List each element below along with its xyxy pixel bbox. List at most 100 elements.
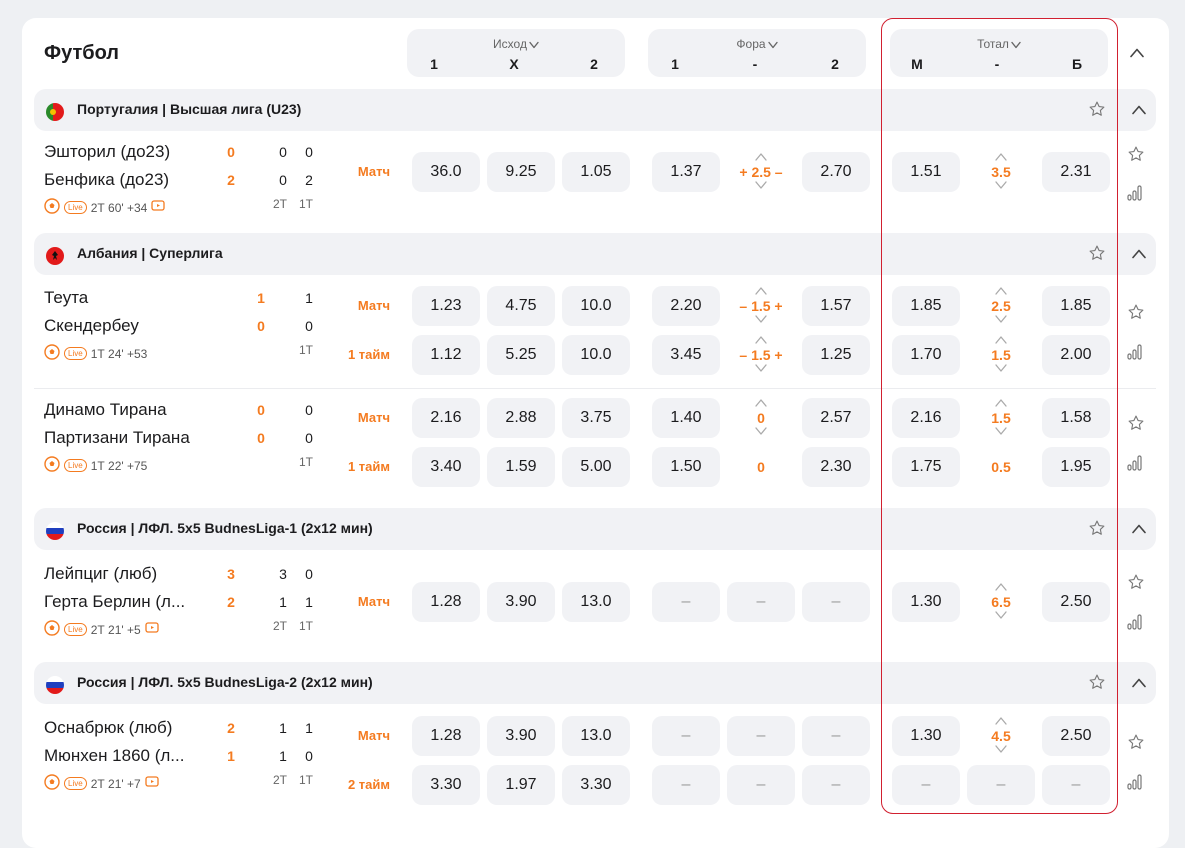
tv-stream-icon[interactable] <box>145 776 159 791</box>
favorite-star-icon[interactable] <box>1088 100 1106 123</box>
total-line[interactable]: 0.5 <box>967 447 1035 487</box>
line-up-chevron-icon[interactable] <box>995 396 1007 412</box>
league-collapse-chevron-up-icon[interactable] <box>1124 668 1154 698</box>
handicap-line[interactable]: – 1.5 + <box>727 335 795 375</box>
statistics-icon[interactable] <box>1127 454 1143 477</box>
line-down-chevron-icon[interactable] <box>755 361 767 377</box>
tv-stream-icon[interactable] <box>151 200 166 215</box>
total-header[interactable]: Тотал М - Б <box>890 29 1108 77</box>
odds-button[interactable]: 2.16 <box>412 398 480 438</box>
line-up-chevron-icon[interactable] <box>755 333 767 349</box>
line-down-chevron-icon[interactable] <box>755 178 767 194</box>
league-header[interactable]: Россия | ЛФЛ. 5х5 BudnesLiga-1 (2х12 мин… <box>34 508 1156 550</box>
team-away[interactable]: Герта Берлин (л... <box>44 592 186 611</box>
odds-button[interactable]: 2.50 <box>1042 716 1110 756</box>
line-up-chevron-icon[interactable] <box>995 714 1007 730</box>
line-up-chevron-icon[interactable] <box>755 150 767 166</box>
odds-button[interactable]: 1.40 <box>652 398 720 438</box>
collapse-all-chevron-up-icon[interactable] <box>1122 38 1152 68</box>
odds-button[interactable]: 3.45 <box>652 335 720 375</box>
odds-button[interactable]: 1.23 <box>412 286 480 326</box>
favorite-star-icon[interactable] <box>1127 733 1145 756</box>
total-line[interactable]: 6.5 <box>967 582 1035 622</box>
line-down-chevron-icon[interactable] <box>995 178 1007 194</box>
odds-button[interactable]: 1.85 <box>1042 286 1110 326</box>
odds-button[interactable]: 1.75 <box>892 447 960 487</box>
odds-button[interactable]: 2.00 <box>1042 335 1110 375</box>
odds-button[interactable]: 1.30 <box>892 582 960 622</box>
odds-button[interactable]: 1.58 <box>1042 398 1110 438</box>
statistics-icon[interactable] <box>1127 343 1143 366</box>
line-down-chevron-icon[interactable] <box>995 608 1007 624</box>
odds-button[interactable]: 9.25 <box>487 152 555 192</box>
league-collapse-chevron-up-icon[interactable] <box>1124 95 1154 125</box>
odds-button[interactable]: 1.51 <box>892 152 960 192</box>
odds-button[interactable]: 4.75 <box>487 286 555 326</box>
total-line[interactable]: 1.5 <box>967 398 1035 438</box>
handicap-line[interactable]: 0 <box>727 398 795 438</box>
odds-button[interactable]: 3.90 <box>487 716 555 756</box>
total-line[interactable]: 1.5 <box>967 335 1035 375</box>
odds-button[interactable]: 1.95 <box>1042 447 1110 487</box>
line-down-chevron-icon[interactable] <box>995 742 1007 758</box>
total-line[interactable]: 3.5 <box>967 152 1035 192</box>
line-down-chevron-icon[interactable] <box>755 312 767 328</box>
odds-button[interactable]: 2.16 <box>892 398 960 438</box>
odds-button[interactable]: 2.50 <box>1042 582 1110 622</box>
line-up-chevron-icon[interactable] <box>995 150 1007 166</box>
odds-button[interactable]: 13.0 <box>562 716 630 756</box>
odds-button[interactable]: 2.30 <box>802 447 870 487</box>
odds-button[interactable]: 1.30 <box>892 716 960 756</box>
odds-button[interactable]: 2.31 <box>1042 152 1110 192</box>
team-away[interactable]: Бенфика (до23) <box>44 170 170 189</box>
line-up-chevron-icon[interactable] <box>755 284 767 300</box>
team-home[interactable]: Теута <box>44 288 89 307</box>
odds-button[interactable]: 1.59 <box>487 447 555 487</box>
line-down-chevron-icon[interactable] <box>995 424 1007 440</box>
favorite-star-icon[interactable] <box>1088 673 1106 696</box>
team-home[interactable]: Динамо Тирана <box>44 400 167 419</box>
odds-button[interactable]: 1.28 <box>412 582 480 622</box>
statistics-icon[interactable] <box>1127 613 1143 636</box>
odds-button[interactable]: 1.50 <box>652 447 720 487</box>
line-down-chevron-icon[interactable] <box>755 424 767 440</box>
odds-button[interactable]: 1.37 <box>652 152 720 192</box>
statistics-icon[interactable] <box>1127 773 1143 796</box>
favorite-star-icon[interactable] <box>1088 519 1106 542</box>
line-up-chevron-icon[interactable] <box>755 396 767 412</box>
odds-button[interactable]: 3.30 <box>562 765 630 805</box>
odds-button[interactable]: 1.12 <box>412 335 480 375</box>
ishod-header-title[interactable]: Исход <box>407 37 625 51</box>
odds-button[interactable]: 1.25 <box>802 335 870 375</box>
odds-button[interactable]: 13.0 <box>562 582 630 622</box>
tv-stream-icon[interactable] <box>145 622 159 637</box>
line-up-chevron-icon[interactable] <box>995 580 1007 596</box>
odds-button[interactable]: 2.20 <box>652 286 720 326</box>
favorite-star-icon[interactable] <box>1127 303 1145 326</box>
odds-button[interactable]: 5.25 <box>487 335 555 375</box>
total-line[interactable]: 4.5 <box>967 716 1035 756</box>
odds-button[interactable]: 3.30 <box>412 765 480 805</box>
odds-button[interactable]: 3.75 <box>562 398 630 438</box>
statistics-icon[interactable] <box>1127 184 1143 207</box>
fora-header[interactable]: Фора 1 - 2 <box>648 29 866 77</box>
line-down-chevron-icon[interactable] <box>995 312 1007 328</box>
odds-button[interactable]: 10.0 <box>562 286 630 326</box>
league-collapse-chevron-up-icon[interactable] <box>1124 239 1154 269</box>
odds-button[interactable]: 3.90 <box>487 582 555 622</box>
odds-button[interactable]: 1.05 <box>562 152 630 192</box>
odds-button[interactable]: 1.97 <box>487 765 555 805</box>
team-away[interactable]: Скендербеу <box>44 316 139 335</box>
line-up-chevron-icon[interactable] <box>995 333 1007 349</box>
fora-header-title[interactable]: Фора <box>648 37 866 51</box>
league-header[interactable]: Португалия | Высшая лига (U23) <box>34 89 1156 131</box>
total-header-title[interactable]: Тотал <box>890 37 1108 51</box>
handicap-line[interactable]: 0 <box>727 447 795 487</box>
favorite-star-icon[interactable] <box>1088 244 1106 267</box>
league-header[interactable]: Россия | ЛФЛ. 5х5 BudnesLiga-2 (2х12 мин… <box>34 662 1156 704</box>
odds-button[interactable]: 1.28 <box>412 716 480 756</box>
odds-button[interactable]: 5.00 <box>562 447 630 487</box>
league-collapse-chevron-up-icon[interactable] <box>1124 514 1154 544</box>
favorite-star-icon[interactable] <box>1127 145 1145 168</box>
odds-button[interactable]: 36.0 <box>412 152 480 192</box>
